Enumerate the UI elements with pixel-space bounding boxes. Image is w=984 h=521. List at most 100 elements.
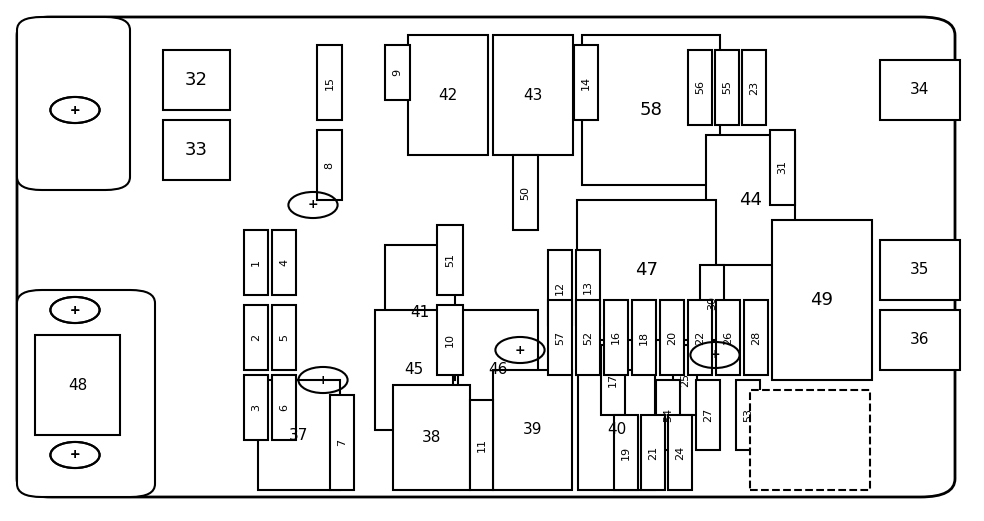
Text: 4: 4 xyxy=(279,259,289,266)
Text: 25: 25 xyxy=(680,373,690,387)
Bar xyxy=(163,50,230,110)
Text: 17: 17 xyxy=(608,373,618,387)
Bar xyxy=(493,370,572,490)
Bar xyxy=(700,265,724,340)
Bar xyxy=(656,380,680,450)
Bar xyxy=(437,225,463,295)
Text: 46: 46 xyxy=(488,363,508,378)
Bar xyxy=(770,130,795,205)
Text: 16: 16 xyxy=(611,330,621,344)
Bar xyxy=(696,380,720,450)
Text: 24: 24 xyxy=(675,445,685,460)
Bar xyxy=(244,230,268,295)
Bar xyxy=(742,50,766,125)
Bar xyxy=(880,240,960,300)
Text: 28: 28 xyxy=(751,330,761,344)
Bar xyxy=(604,300,628,375)
Text: 2: 2 xyxy=(251,334,261,341)
Bar xyxy=(470,400,493,490)
Bar xyxy=(576,250,600,325)
Text: 13: 13 xyxy=(583,280,593,294)
Text: 1: 1 xyxy=(251,259,261,266)
Bar xyxy=(578,370,655,490)
Text: 55: 55 xyxy=(722,81,732,94)
Text: +: + xyxy=(318,374,329,387)
Text: 53: 53 xyxy=(743,408,753,422)
Text: 10: 10 xyxy=(445,333,455,347)
Bar xyxy=(548,250,572,325)
Bar xyxy=(688,50,712,125)
Bar xyxy=(601,345,625,415)
Text: 48: 48 xyxy=(68,378,88,392)
Bar xyxy=(772,220,872,380)
Bar xyxy=(272,305,296,370)
Text: 41: 41 xyxy=(410,305,430,320)
FancyBboxPatch shape xyxy=(17,17,130,190)
Text: 22: 22 xyxy=(695,330,705,344)
Bar xyxy=(688,300,712,375)
Text: 21: 21 xyxy=(648,445,658,460)
Bar xyxy=(35,335,120,435)
Text: 7: 7 xyxy=(337,439,347,446)
Text: +: + xyxy=(70,104,81,117)
Text: 38: 38 xyxy=(422,430,441,445)
Bar xyxy=(258,380,340,490)
Bar xyxy=(660,300,684,375)
Text: +: + xyxy=(70,304,81,316)
Text: 12: 12 xyxy=(555,280,565,294)
Bar xyxy=(880,310,960,370)
Text: +: + xyxy=(70,104,81,117)
Bar xyxy=(614,415,638,490)
Bar xyxy=(706,135,795,265)
Bar xyxy=(673,345,697,415)
Text: 56: 56 xyxy=(695,81,705,94)
Text: 40: 40 xyxy=(607,423,626,438)
Text: 14: 14 xyxy=(581,76,591,90)
Text: +: + xyxy=(70,304,81,316)
Text: +: + xyxy=(70,449,81,462)
Bar xyxy=(668,415,692,490)
Text: 11: 11 xyxy=(476,438,486,452)
Bar xyxy=(582,35,720,185)
Bar xyxy=(577,200,716,340)
Bar xyxy=(750,390,870,490)
Bar xyxy=(317,45,342,120)
Bar xyxy=(272,230,296,295)
Bar xyxy=(493,35,573,155)
Text: 27: 27 xyxy=(703,408,713,422)
FancyBboxPatch shape xyxy=(17,17,955,497)
Text: 8: 8 xyxy=(325,162,335,169)
Bar xyxy=(385,245,455,380)
Text: 58: 58 xyxy=(640,101,662,119)
Text: 37: 37 xyxy=(289,428,309,442)
Text: 9: 9 xyxy=(393,69,402,76)
Text: 43: 43 xyxy=(523,88,543,103)
Text: 5: 5 xyxy=(279,334,289,341)
Text: 52: 52 xyxy=(583,330,593,344)
Text: 33: 33 xyxy=(185,141,208,159)
Text: 31: 31 xyxy=(777,160,787,175)
Bar xyxy=(272,375,296,440)
Text: 23: 23 xyxy=(749,80,759,95)
Text: 47: 47 xyxy=(635,261,658,279)
Text: 57: 57 xyxy=(555,330,565,344)
Text: 51: 51 xyxy=(445,253,455,267)
Text: 50: 50 xyxy=(521,185,530,200)
Bar xyxy=(244,375,268,440)
Bar xyxy=(641,415,665,490)
Text: 3: 3 xyxy=(251,404,261,411)
Text: +: + xyxy=(709,349,720,362)
Text: +: + xyxy=(515,343,525,356)
Bar xyxy=(385,45,410,100)
Text: 42: 42 xyxy=(439,88,458,103)
Bar xyxy=(317,130,342,200)
Bar xyxy=(715,50,739,125)
Bar xyxy=(736,380,760,450)
Bar xyxy=(163,120,230,180)
Text: 44: 44 xyxy=(739,191,762,209)
Text: 26: 26 xyxy=(723,330,733,344)
Text: 49: 49 xyxy=(811,291,833,309)
Text: 54: 54 xyxy=(663,408,673,422)
Text: +: + xyxy=(70,449,81,462)
Bar xyxy=(375,310,453,430)
